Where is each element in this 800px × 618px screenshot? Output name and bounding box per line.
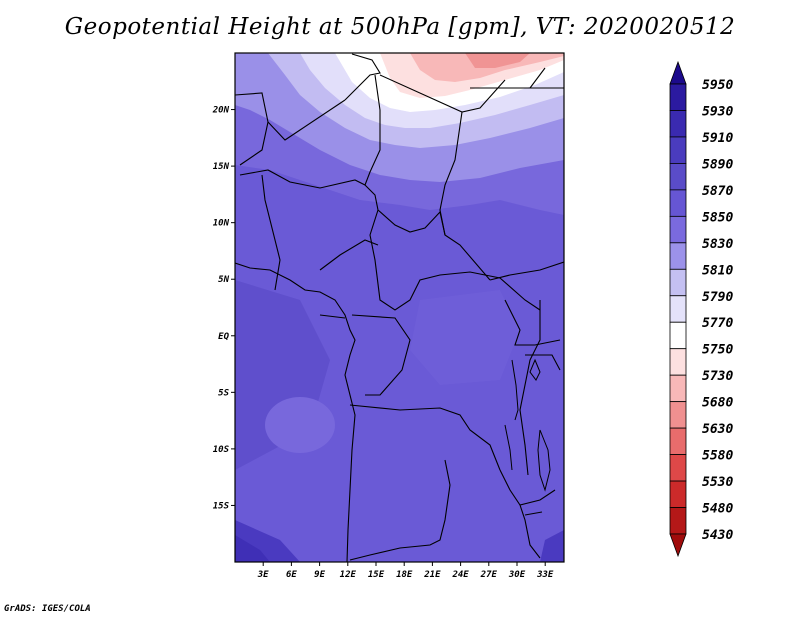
colorbar-box [669, 242, 687, 270]
colorbar-label: 5630 [702, 422, 733, 437]
x-tick-label: 6E [286, 570, 297, 580]
colorbar-label: 5770 [702, 316, 733, 331]
colorbar-label: 5750 [702, 343, 733, 358]
colorbar-box [669, 454, 687, 482]
x-tick-label: 15E [368, 570, 385, 580]
colorbar-label: 5580 [702, 449, 733, 464]
y-tick-label: 10N [213, 219, 230, 229]
y-tick-label: 5S [218, 388, 229, 398]
longitude-axis: 3E 6E 9E 12E 15E 18E 21E 24E 27E 30E 33E [257, 562, 554, 580]
colorbar-box [669, 348, 687, 376]
y-tick-label: 10S [213, 445, 230, 455]
colorbar-box [669, 507, 687, 535]
colorbar-box [669, 427, 687, 455]
colorbar-box [669, 110, 687, 138]
colorbar-label: 5680 [702, 396, 733, 411]
x-tick-label: 27E [480, 570, 498, 580]
colorbar-box [669, 374, 687, 403]
x-tick-label: 24E [451, 570, 469, 580]
colorbar-label: 5530 [702, 475, 733, 490]
colorbar-box [669, 480, 687, 508]
lake-outlines [504, 358, 551, 516]
colorbar-label: 5430 [702, 528, 733, 543]
y-tick-label: 15S [213, 501, 230, 511]
colorbar-label: 5810 [702, 263, 733, 278]
colorbar-label: 5850 [702, 210, 733, 225]
grads-credit: GrADS: IGES/COLA [4, 604, 91, 614]
colorbar-label: 5730 [702, 369, 733, 384]
colorbar-box [669, 268, 687, 297]
colorbar-box [669, 401, 687, 429]
map-frame [234, 52, 565, 563]
plot-title: Geopotential Height at 500hPa [gpm], VT:… [64, 14, 736, 40]
y-tick-label: 20N [212, 106, 230, 116]
colorbar-bottom-triangle [669, 533, 687, 558]
y-tick-label: 15N [213, 162, 230, 172]
colorbar-label: 5870 [702, 184, 733, 199]
y-tick-label: EQ [218, 332, 229, 342]
colorbar-label: 5890 [702, 157, 733, 172]
x-tick-label: 9E [314, 570, 325, 580]
colorbar-box [669, 136, 687, 164]
colorbar-box [669, 321, 687, 350]
colorbar-label: 5910 [702, 131, 733, 146]
y-tick-label: 5N [218, 275, 229, 285]
colorbar-box [669, 189, 687, 217]
country-borders [235, 53, 564, 562]
x-tick-label: 18E [396, 570, 413, 580]
x-tick-label: 21E [423, 570, 441, 580]
colorbar-label: 5930 [702, 104, 733, 119]
x-tick-label: 30E [508, 570, 526, 580]
x-tick-label: 3E [257, 570, 269, 580]
colorbar-label: 5790 [702, 290, 733, 305]
colorbar-box [669, 215, 687, 244]
colorbar-top-triangle [669, 60, 687, 85]
colorbar-box [669, 83, 687, 111]
colorbar-label: 5480 [702, 502, 733, 517]
colorbar: 5950 5930 5910 5890 5870 5850 5830 5810 5790 5770… [669, 60, 733, 558]
colorbar-box [669, 163, 687, 191]
x-tick-label: 12E [340, 570, 357, 580]
x-tick-label: 33E [536, 570, 554, 580]
colorbar-label: 5950 [702, 78, 733, 93]
colorbar-label: 5830 [702, 237, 733, 252]
latitude-axis: 20N 15N 10N 5N EQ 5S 10S 15S [212, 106, 235, 511]
colorbar-box [669, 295, 687, 323]
